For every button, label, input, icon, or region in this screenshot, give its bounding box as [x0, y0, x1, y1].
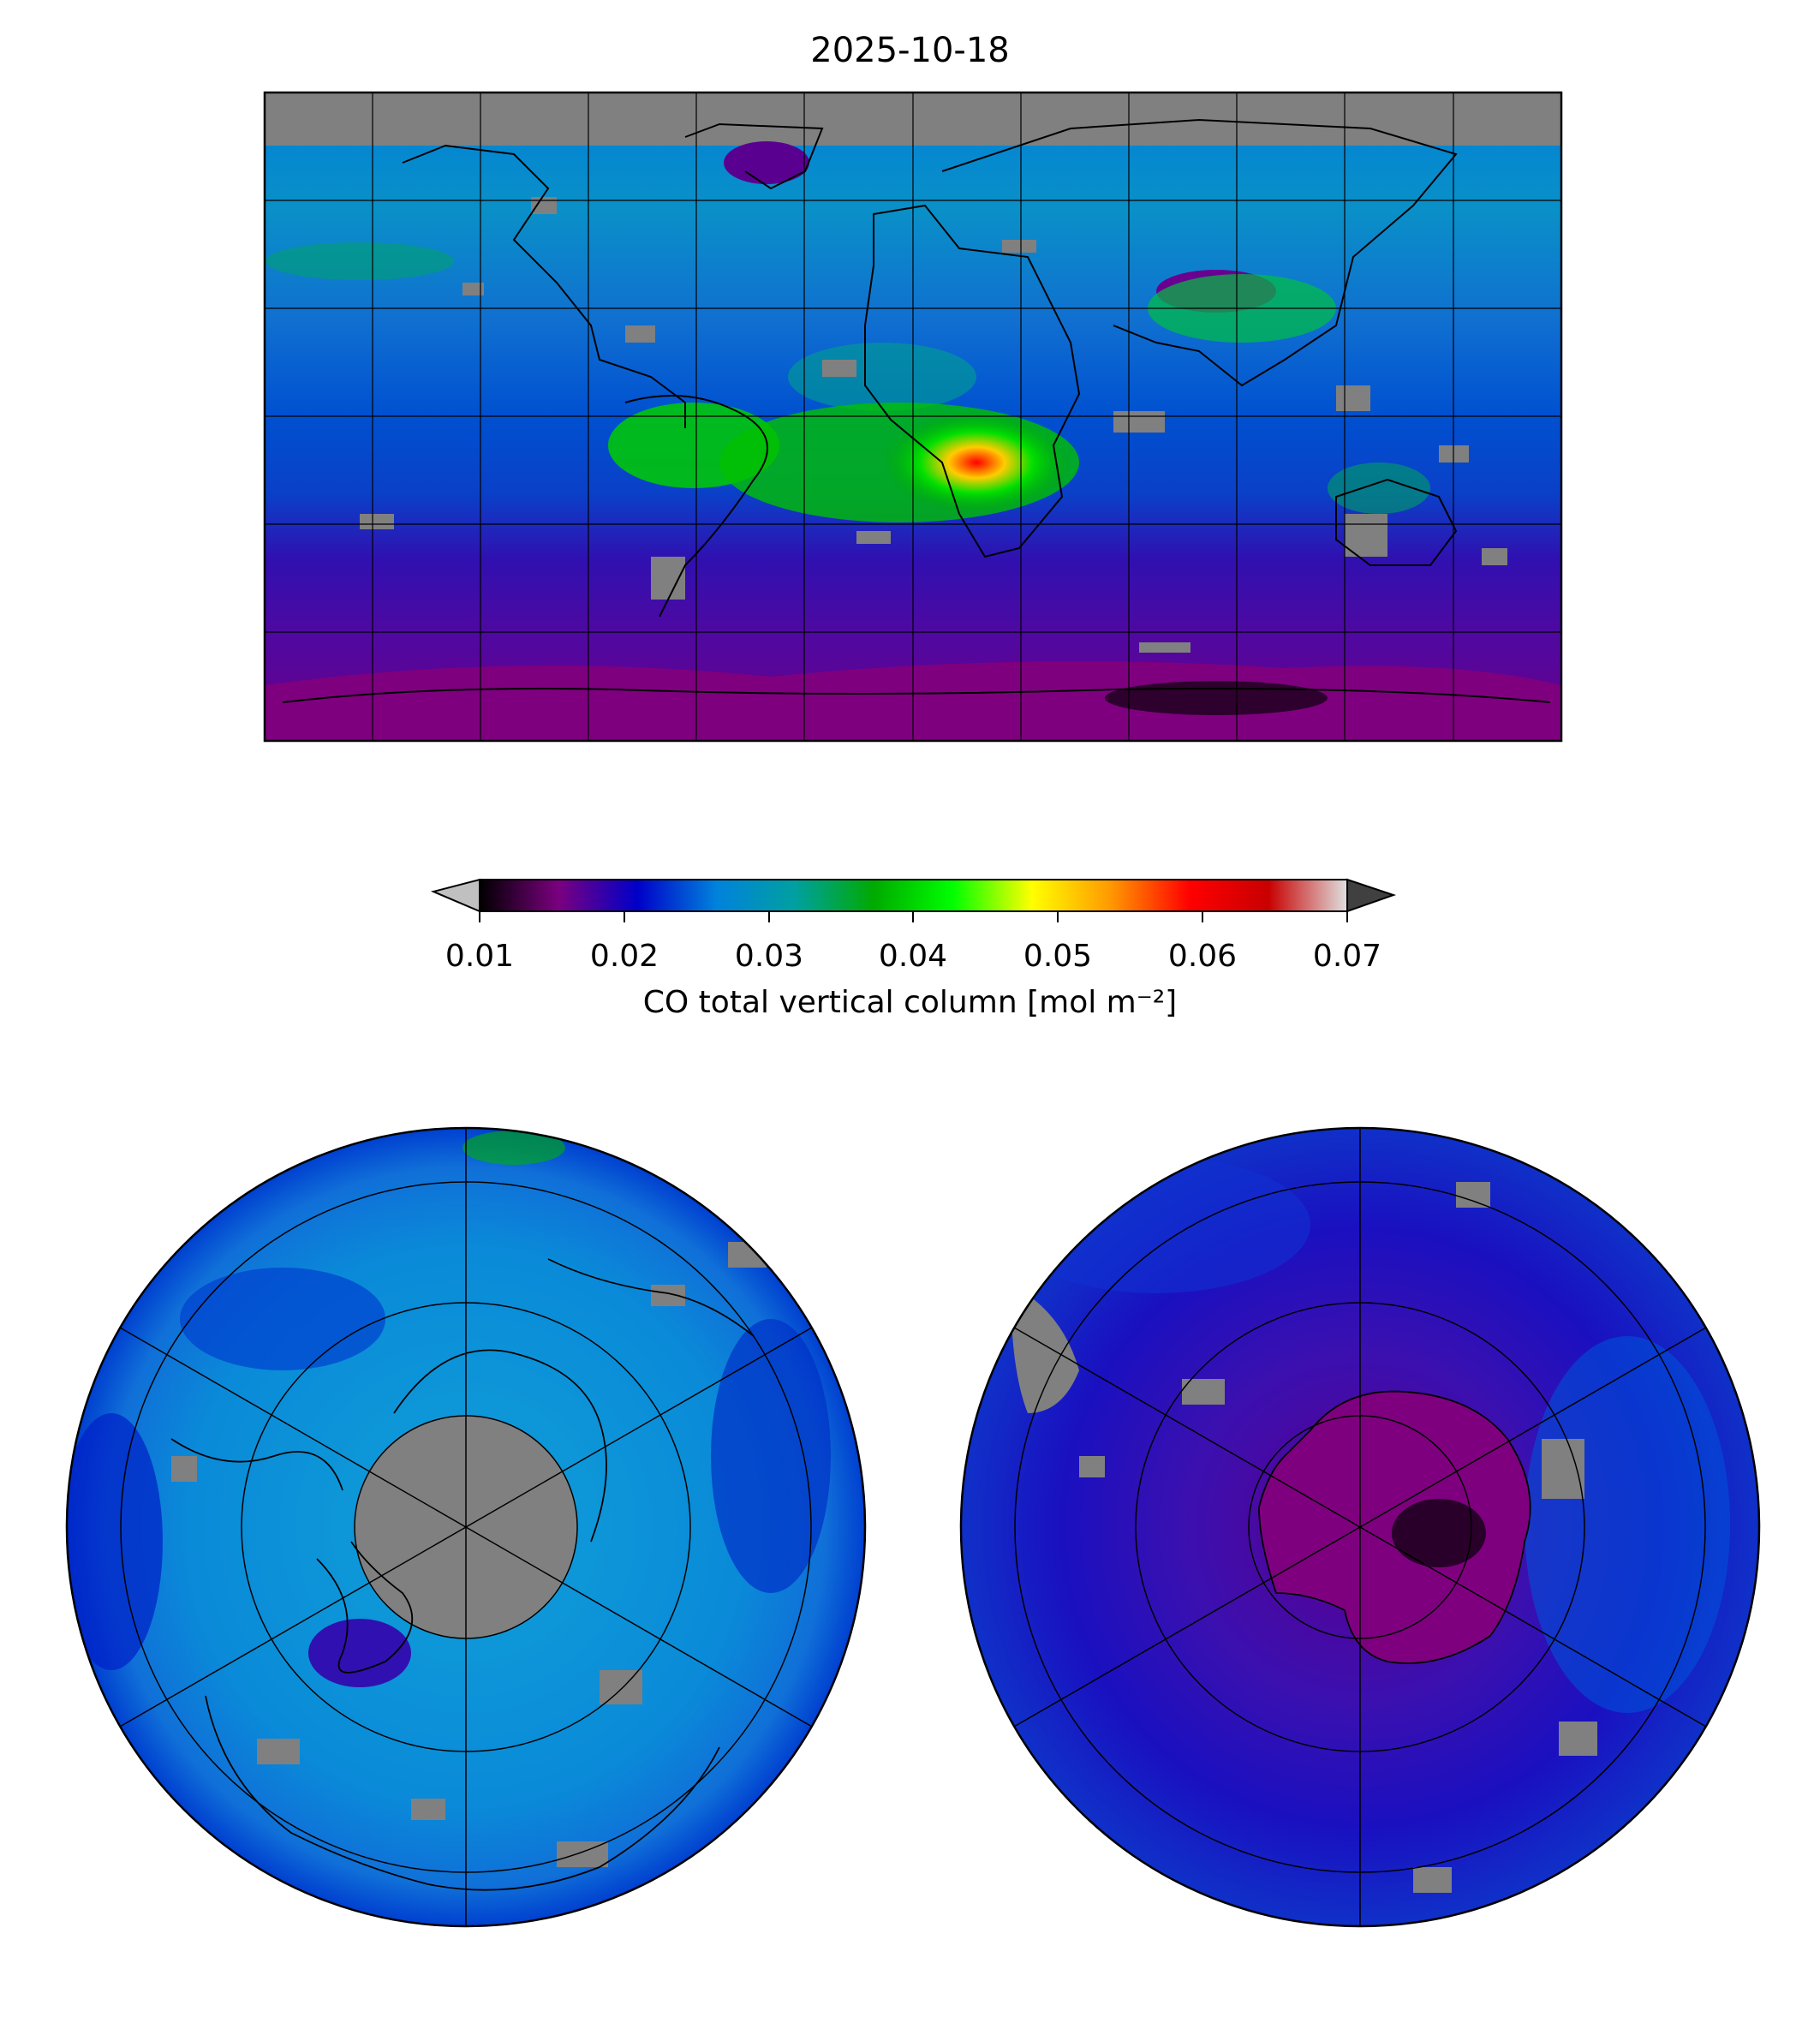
np-frame — [65, 1126, 867, 1928]
sp-min-dark — [1392, 1499, 1486, 1567]
sp-no-data-patches — [1011, 1182, 1597, 1893]
antarctica-min — [1105, 681, 1328, 715]
colorbar-under-extension — [430, 878, 480, 913]
sp-blue-patch-2 — [1002, 1156, 1310, 1293]
colorbar-tick-label: 0.04 — [878, 939, 948, 974]
colorbar-tick-label: 0.05 — [1023, 939, 1093, 974]
colorbar-over-extension — [1346, 878, 1397, 913]
global-no-data-patches — [360, 197, 1507, 653]
australia-enhanced — [1328, 462, 1430, 514]
colorbar-tick-label: 0.02 — [589, 939, 659, 974]
np-green-1 — [462, 1131, 565, 1165]
global-graticule — [265, 92, 1561, 741]
colorbar — [430, 878, 1397, 922]
africa-plume-core — [882, 411, 1071, 514]
np-greenland-low — [308, 1619, 411, 1687]
np-dark-patch-1 — [180, 1268, 385, 1370]
colorbar-tick-label: 0.06 — [1167, 939, 1238, 974]
sp-graticule — [1013, 1128, 1707, 1926]
title: 2025-10-18 — [810, 31, 1010, 70]
global-map — [263, 91, 1563, 743]
colorbar-label: CO total vertical column [mol m⁻²] — [642, 985, 1178, 1020]
colorbar-tick-label: 0.03 — [734, 939, 804, 974]
colorbar-tick-label: 0.07 — [1312, 939, 1382, 974]
np-dark-patch-3 — [67, 1413, 163, 1670]
np-coastlines — [170, 1258, 755, 1891]
np-dark-patch-2 — [711, 1319, 831, 1593]
sp-blue-patch-1 — [1525, 1336, 1730, 1713]
global-coastlines — [282, 118, 1551, 703]
colorbar-ticks — [479, 911, 1348, 922]
colorbar-bar — [479, 879, 1348, 912]
sp-frame — [959, 1126, 1761, 1928]
np-graticule — [119, 1128, 813, 1926]
atlantic-enhanced — [266, 242, 454, 280]
colorbar-tick-label: 0.01 — [445, 939, 515, 974]
greenland-low — [724, 141, 809, 184]
south-polar-map — [959, 1126, 1761, 1928]
north-polar-map — [65, 1126, 867, 1928]
sahel-enhanced — [788, 343, 976, 411]
global-frame — [263, 91, 1563, 743]
